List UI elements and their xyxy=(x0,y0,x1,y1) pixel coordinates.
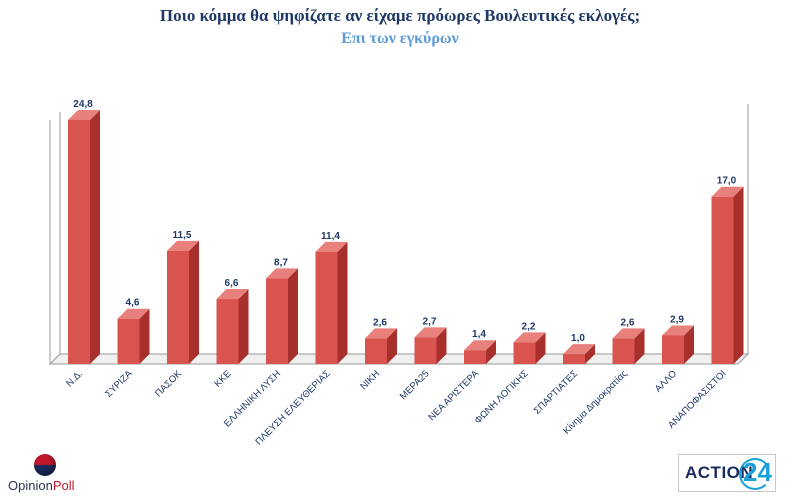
category-label: ΝΕΑ ΑΡΙΣΤΕΡΑ xyxy=(426,368,481,423)
bar-top xyxy=(68,109,100,120)
chart-back-wall-left xyxy=(49,120,61,366)
data-label: 11,4 xyxy=(321,231,340,242)
action24-logo: ACTION 24 xyxy=(678,454,776,492)
bar-top xyxy=(414,327,447,338)
bar-side xyxy=(684,325,694,364)
bar-side xyxy=(733,186,744,364)
bar-side xyxy=(585,344,595,364)
action24-wordmark: ACTION xyxy=(685,463,754,482)
bar-side xyxy=(238,289,249,364)
data-label: 8,7 xyxy=(274,257,288,268)
data-label: 2,9 xyxy=(670,314,684,325)
bar xyxy=(563,354,585,364)
bar-top xyxy=(315,241,348,252)
opinionpoll-logo: OpinionPoll xyxy=(8,452,98,496)
opinionpoll-ball-icon xyxy=(34,454,56,476)
data-label: 2,6 xyxy=(621,317,635,328)
bar-top xyxy=(266,268,298,279)
bar xyxy=(464,350,486,364)
data-label: 11,5 xyxy=(173,230,192,241)
data-label: 2,7 xyxy=(423,316,437,327)
bar-side xyxy=(139,308,150,364)
bar xyxy=(216,299,239,364)
bar-top xyxy=(612,328,645,339)
category-label: ΠΑΣΟΚ xyxy=(153,368,184,399)
bar xyxy=(513,342,536,364)
category-label: ΦΩΝΗ ΛΟΓΙΚΗΣ xyxy=(473,368,531,426)
bar-side xyxy=(189,240,199,364)
data-label: 24,8 xyxy=(73,99,93,110)
bar-top xyxy=(464,340,496,351)
data-label: 1,0 xyxy=(571,333,585,344)
bar xyxy=(414,337,437,364)
bar-top xyxy=(563,344,595,355)
bar-top xyxy=(117,308,150,319)
bar-side xyxy=(337,241,348,364)
data-label: 1,4 xyxy=(472,329,486,340)
category-label: ΝΙΚΗ xyxy=(358,368,382,392)
bar xyxy=(117,318,140,364)
data-label: 17,0 xyxy=(717,176,737,187)
bar xyxy=(711,196,734,364)
category-label: ΚΚΕ xyxy=(212,368,233,389)
data-label: 4,6 xyxy=(126,298,140,309)
data-label: 2,6 xyxy=(373,317,387,328)
bar-side xyxy=(288,268,298,364)
bar xyxy=(315,251,338,364)
opinionpoll-wordmark: OpinionPoll xyxy=(8,478,75,493)
chart-title: Ποιο κόμμα θα ψηφίζατε αν είχαμε πρόωρες… xyxy=(159,6,641,25)
action24-number: 24 xyxy=(743,457,772,487)
data-label: 2,2 xyxy=(522,321,536,332)
bar-top xyxy=(711,186,744,197)
chart-floor xyxy=(48,353,750,365)
bar xyxy=(266,278,288,364)
bar-side xyxy=(634,328,645,364)
category-label: ΜΕΡΑ25 xyxy=(398,368,432,402)
category-label: ΣΥΡΙΖΑ xyxy=(103,368,135,400)
bar-side xyxy=(387,328,397,364)
bar-top xyxy=(513,332,546,343)
category-label: ΣΠΑΡΤΙΑΤΕΣ xyxy=(532,368,581,417)
chart-subtitle: Επι των εγκύρων xyxy=(341,30,459,47)
bar xyxy=(68,119,90,364)
category-label: ΑΛΛΟ xyxy=(653,368,679,394)
bar xyxy=(612,338,635,364)
category-label: Ν.Δ. xyxy=(64,368,85,389)
bar-top xyxy=(662,325,694,336)
bar xyxy=(662,335,684,364)
action24-ring-icon xyxy=(739,458,771,490)
data-label: 6,6 xyxy=(225,278,239,289)
bar-side xyxy=(436,327,447,364)
bar-top xyxy=(216,289,249,300)
bar-side xyxy=(90,109,100,364)
bar-side xyxy=(535,332,546,364)
bar-side xyxy=(486,340,496,364)
bar xyxy=(167,250,189,364)
bar xyxy=(365,338,387,364)
bar-top xyxy=(365,328,397,339)
bar-top xyxy=(167,240,199,251)
